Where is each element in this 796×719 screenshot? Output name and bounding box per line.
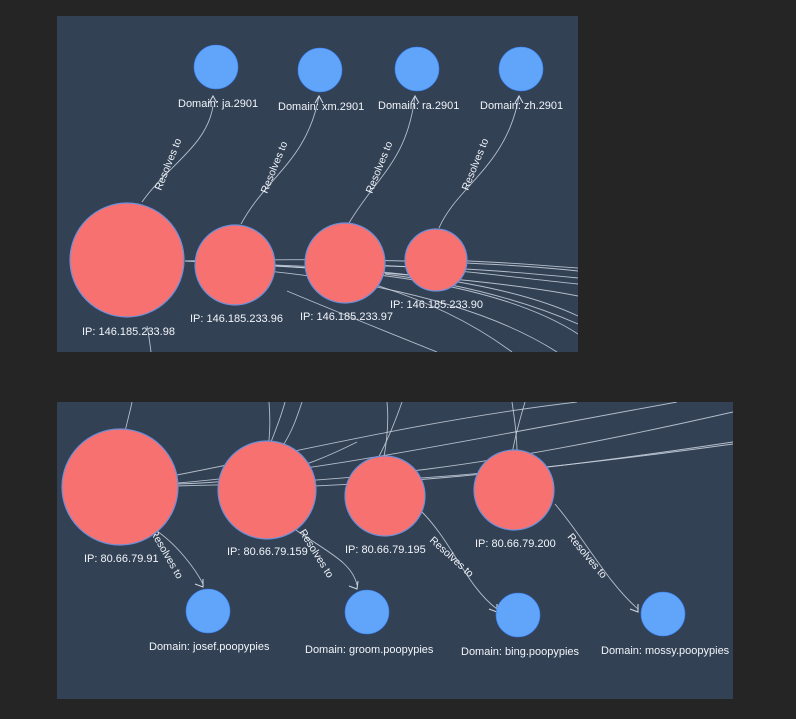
domain-label: Domain: mossy.poopypies <box>601 645 730 657</box>
ip-node[interactable] <box>344 455 426 537</box>
ip-node[interactable] <box>473 449 555 531</box>
domain-nodes: Domain: ja.2901 Domain: xm.2901 Domain: … <box>178 44 563 113</box>
domain-node[interactable] <box>495 592 541 638</box>
ip-nodes: IP: 146.185.233.98 IP: 146.185.233.96 IP… <box>69 202 483 338</box>
ip-node[interactable] <box>194 224 276 306</box>
edge-label: Resolves to <box>427 534 476 580</box>
ip-node[interactable] <box>69 202 185 318</box>
ip-node[interactable] <box>217 440 317 540</box>
edge-label: Resolves to <box>460 137 492 193</box>
resolve-edges: Resolves to Resolves to Resolves to Reso… <box>141 94 524 229</box>
domain-label: Domain: xm.2901 <box>278 101 364 113</box>
edge-label: Resolves to <box>364 140 396 196</box>
domain-node[interactable] <box>185 588 231 634</box>
edge-label: Resolves to <box>565 531 610 581</box>
graph-panel-top[interactable]: Resolves to Resolves to Resolves to Reso… <box>57 16 578 352</box>
domain-nodes: Domain: josef.poopypies Domain: groom.po… <box>149 588 730 658</box>
edge-label: Resolves to <box>259 140 291 196</box>
edge-label: Resolves to <box>153 137 185 193</box>
domain-node[interactable] <box>394 46 440 92</box>
domain-label: Domain: ra.2901 <box>378 100 459 112</box>
domain-label: Domain: zh.2901 <box>480 100 563 112</box>
ip-node[interactable] <box>404 228 468 292</box>
domain-label: Domain: ja.2901 <box>178 98 258 110</box>
domain-node[interactable] <box>498 46 544 92</box>
ip-label: IP: 146.185.233.96 <box>190 313 283 325</box>
domain-label: Domain: josef.poopypies <box>149 641 270 653</box>
ip-node[interactable] <box>304 222 386 304</box>
ip-label: IP: 80.66.79.91 <box>84 553 159 565</box>
domain-label: Domain: groom.poopypies <box>305 644 434 656</box>
ip-label: IP: 80.66.79.200 <box>475 538 556 550</box>
ip-label: IP: 80.66.79.195 <box>345 544 426 556</box>
ip-label: IP: 80.66.79.159 <box>227 546 308 558</box>
domain-node[interactable] <box>193 44 239 90</box>
ip-node[interactable] <box>61 428 179 546</box>
graph-canvas-bottom: Resolves to Resolves to Resolves to Reso… <box>61 402 733 658</box>
ip-nodes: IP: 80.66.79.91 IP: 80.66.79.159 IP: 80.… <box>61 428 556 565</box>
domain-node[interactable] <box>344 589 390 635</box>
ip-label: IP: 146.185.233.98 <box>82 326 175 338</box>
graph-panel-bottom[interactable]: Resolves to Resolves to Resolves to Reso… <box>57 402 733 699</box>
background-edges <box>122 402 733 489</box>
graph-canvas-top: Resolves to Resolves to Resolves to Reso… <box>69 44 578 352</box>
ip-label: IP: 146.185.233.97 <box>300 311 393 323</box>
domain-node[interactable] <box>640 591 686 637</box>
domain-node[interactable] <box>297 47 343 93</box>
ip-label: IP: 146.185.233.90 <box>390 299 483 311</box>
domain-label: Domain: bing.poopypies <box>461 646 580 658</box>
